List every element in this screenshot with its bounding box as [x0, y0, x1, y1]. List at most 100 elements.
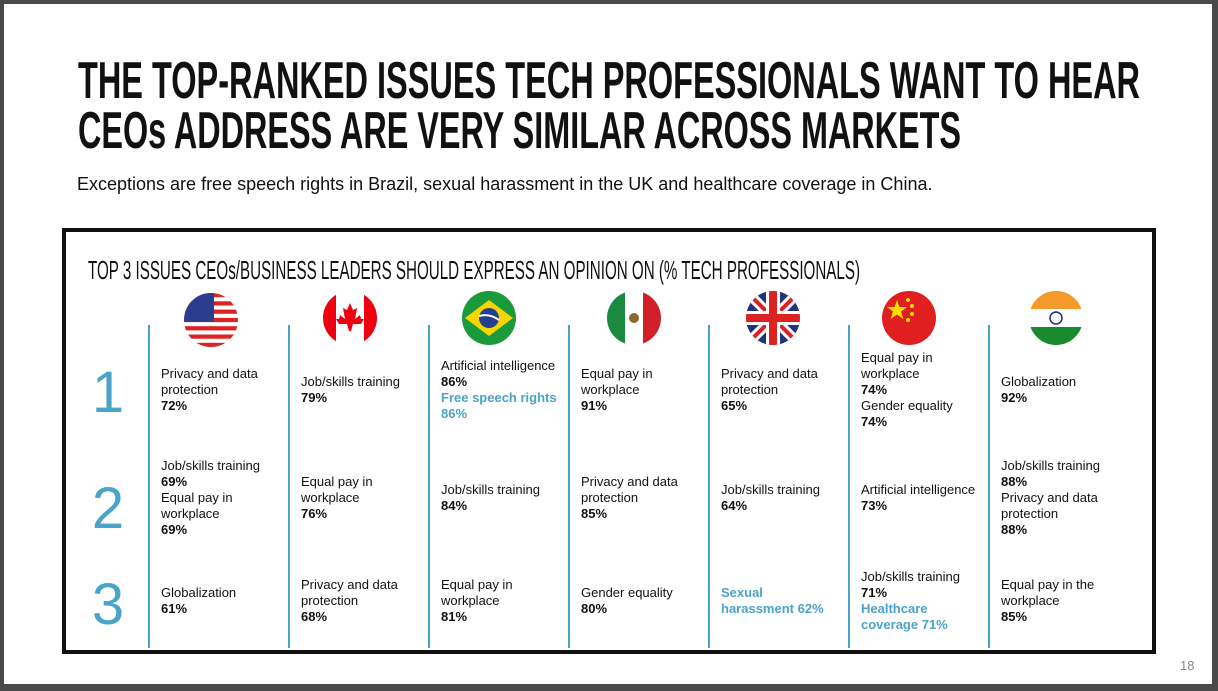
issue: Globalization 61% — [161, 585, 279, 617]
cell: Privacy and data protection 68% — [301, 556, 419, 646]
issue-value: 64% — [721, 498, 748, 513]
issue-label: Equal pay in workplace — [161, 490, 233, 521]
issue-label: Job/skills training — [441, 482, 540, 497]
issue-label: Job/skills training — [161, 458, 260, 473]
table-box — [62, 228, 1156, 654]
issue-label: Job/skills training — [301, 374, 400, 389]
issue-value: 88% — [1001, 522, 1028, 537]
cell: Job/skills training 69% Equal pay in workp… — [161, 446, 279, 550]
cell: Job/skills training 71% Healthcare coverag… — [861, 556, 979, 646]
issue-value: 85% — [1001, 609, 1028, 624]
issue-label: Equal pay in workplace — [441, 577, 513, 608]
flag-china — [882, 291, 936, 345]
issue-label: Job/skills training — [861, 569, 960, 584]
issue: Equal pay in workplace 76% — [301, 474, 419, 522]
column-lines — [148, 325, 990, 648]
title-line: CEOs ADDRESS ARE VERY SIMILAR ACROSS MAR… — [78, 102, 961, 160]
cell: Artificial intelligence 73% — [861, 446, 979, 550]
issue-value: 69% — [161, 474, 188, 489]
issue: Job/skills training 88% — [1001, 458, 1119, 490]
issue-label: Sexual harassment — [721, 585, 794, 616]
issue-label: Artificial intelligence — [861, 482, 976, 497]
cell: Artificial intelligence 86% Free speech ri… — [441, 342, 559, 438]
issue-value: 68% — [301, 609, 328, 624]
cell: Privacy and data protection 85% — [581, 446, 699, 550]
issue-label: Equal pay in workplace — [301, 474, 373, 505]
cell: Job/skills training 84% — [441, 446, 559, 550]
subtitle: Exceptions are free speech rights in Bra… — [77, 174, 933, 194]
issue: Equal pay in workplace 74% — [861, 350, 979, 398]
issue-value: 88% — [1001, 474, 1028, 489]
issue-value: 92% — [1001, 390, 1028, 405]
cell: Privacy and data protection 72% — [161, 342, 279, 438]
issue-label: Privacy and data protection — [161, 366, 258, 397]
issue-value: 74% — [861, 414, 888, 429]
issue-label: Globalization — [1001, 374, 1077, 389]
title-line: THE TOP-RANKED ISSUES TECH PROFESSIONALS… — [78, 52, 1140, 110]
cell: Job/skills training 64% — [721, 446, 839, 550]
issue: Artificial intelligence 86% — [441, 358, 559, 390]
issue: Healthcare coverage 71% — [861, 601, 979, 633]
flag-uk — [746, 291, 800, 345]
issue-label: Equal pay in workplace — [581, 366, 653, 397]
issue-value: 74% — [861, 382, 888, 397]
issue: Sexual harassment 62% — [721, 585, 839, 617]
issue: Equal pay in workplace 81% — [441, 577, 559, 625]
issue-label: Equal pay in workplace — [861, 350, 933, 381]
cell: Equal pay in the workplace 85% — [1001, 556, 1119, 646]
issue-value: 71% — [861, 585, 888, 600]
issue-value: 85% — [581, 506, 608, 521]
issue-label: Globalization — [161, 585, 237, 600]
issue-value: 86% — [441, 406, 468, 421]
issue: Privacy and data protection 85% — [581, 474, 699, 522]
issue-value: 81% — [441, 609, 468, 624]
issue-label: Artificial intelligence — [441, 358, 556, 373]
page-number: 18 — [1180, 658, 1195, 673]
cell: Globalization 92% — [1001, 342, 1119, 438]
cell: Equal pay in workplace 81% — [441, 556, 559, 646]
issue: Gender equality 80% — [581, 585, 699, 617]
cell: Gender equality 80% — [581, 556, 699, 646]
cell: Job/skills training 79% — [301, 342, 419, 438]
issue-label: Job/skills training — [721, 482, 820, 497]
issue: Privacy and data protection 68% — [301, 577, 419, 625]
issue: Job/skills training 69% — [161, 458, 279, 490]
issue: Privacy and data protection 88% — [1001, 490, 1119, 538]
flag-us — [184, 293, 238, 347]
issue: Equal pay in workplace 91% — [581, 366, 699, 414]
issue: Equal pay in the workplace 85% — [1001, 577, 1119, 625]
issue-value: 76% — [301, 506, 328, 521]
issue: Equal pay in workplace 69% — [161, 490, 279, 538]
issue-value: 71% — [921, 617, 948, 632]
issue-value: 65% — [721, 398, 748, 413]
issue-label: Gender equality — [581, 585, 673, 600]
issue: Artificial intelligence 73% — [861, 482, 979, 514]
issue-value: 80% — [581, 601, 608, 616]
issue-label: Equal pay in the workplace — [1001, 577, 1095, 608]
issue-label: Privacy and data protection — [301, 577, 398, 608]
flag-brazil — [462, 291, 516, 345]
cell: Sexual harassment 62% — [721, 556, 839, 646]
cell: Equal pay in workplace 76% — [301, 446, 419, 550]
issue-value: 79% — [301, 390, 328, 405]
issue: Job/skills training 71% — [861, 569, 979, 601]
issue-label: Privacy and data protection — [1001, 490, 1098, 521]
issue-label: Job/skills training — [1001, 458, 1100, 473]
issue-value: 72% — [161, 398, 188, 413]
issue-label: Gender equality — [861, 398, 953, 413]
issue: Globalization 92% — [1001, 374, 1119, 406]
issue-value: 86% — [441, 374, 468, 389]
issue: Privacy and data protection 65% — [721, 366, 839, 414]
issue-value: 73% — [861, 498, 888, 513]
issue-value: 61% — [161, 601, 188, 616]
cell: Globalization 61% — [161, 556, 279, 646]
issue: Gender equality 74% — [861, 398, 979, 430]
issue: Job/skills training 64% — [721, 482, 839, 514]
cell: Equal pay in workplace 74% Gender equality… — [861, 342, 979, 438]
issue-label: Privacy and data protection — [721, 366, 818, 397]
cell: Privacy and data protection 65% — [721, 342, 839, 438]
issue-value: 69% — [161, 522, 188, 537]
issue-label: Privacy and data protection — [581, 474, 678, 505]
